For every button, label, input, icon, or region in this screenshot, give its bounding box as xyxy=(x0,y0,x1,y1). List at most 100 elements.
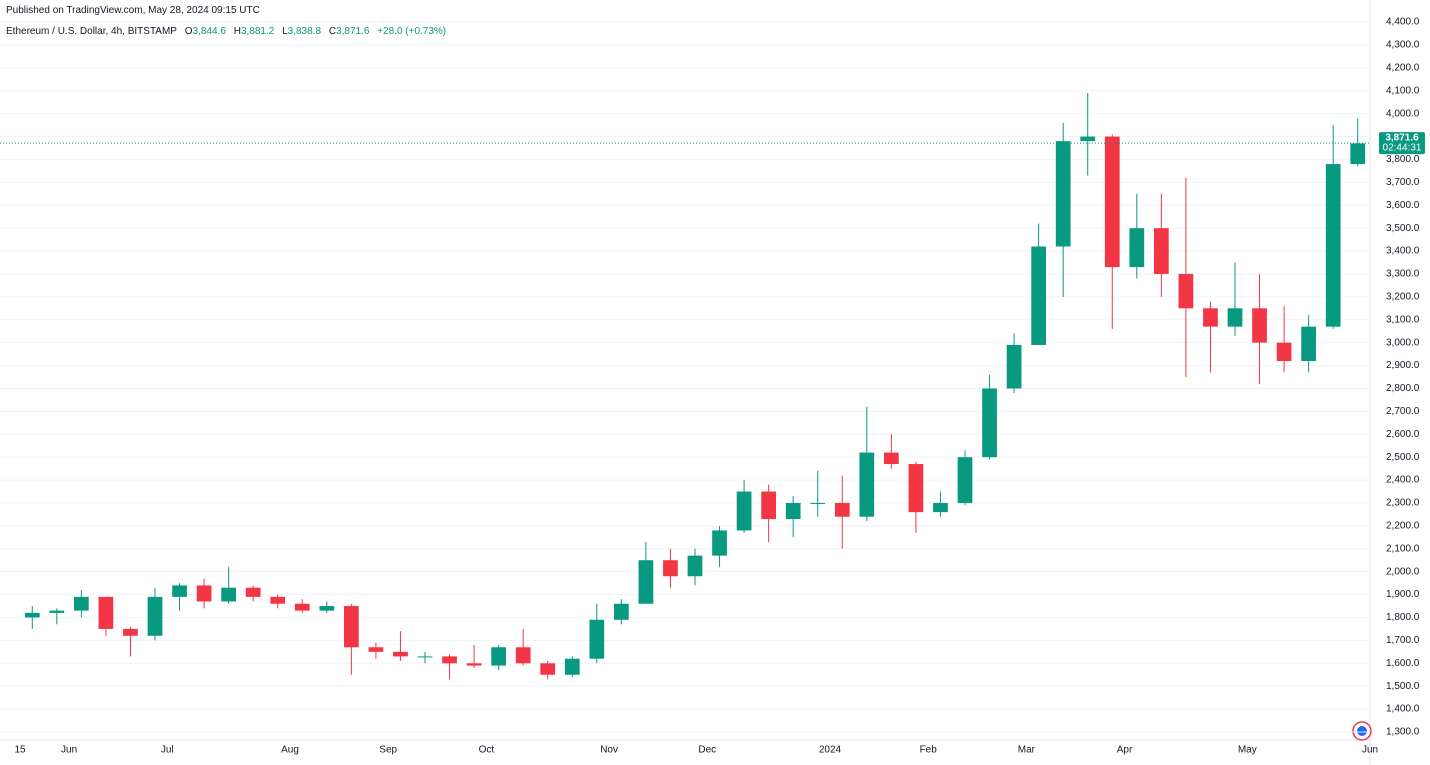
candle-body xyxy=(736,491,752,531)
x-tick-label: Apr xyxy=(1117,745,1133,756)
candle-body xyxy=(761,491,776,520)
ohlc-value: 3,881.2 xyxy=(240,26,275,37)
candle-body xyxy=(221,587,236,602)
candle-body xyxy=(1203,308,1218,327)
candle-body xyxy=(1252,308,1267,343)
ohlc-value: 3,838.8 xyxy=(287,26,322,37)
candle-body xyxy=(1080,136,1096,142)
price-tag xyxy=(1379,132,1425,155)
y-tick-label: 3,500.0 xyxy=(1386,223,1420,234)
ohlc-label: O xyxy=(184,26,193,37)
y-tick-label: 3,200.0 xyxy=(1386,292,1420,303)
symbol-legend: Ethereum / U.S. Dollar, 4h, BITSTAMP O3,… xyxy=(6,26,446,37)
candle-body xyxy=(442,656,457,664)
y-tick-label: 3,800.0 xyxy=(1386,154,1420,165)
candle-body xyxy=(24,612,40,618)
candle-body xyxy=(540,663,556,675)
y-tick-label: 4,400.0 xyxy=(1386,17,1420,28)
candle-body xyxy=(933,502,948,513)
candle-body xyxy=(393,651,408,657)
y-tick-label: 1,700.0 xyxy=(1386,635,1420,646)
ohlc-label: L xyxy=(282,26,288,37)
y-tick-label: 2,300.0 xyxy=(1386,498,1420,509)
candle-body xyxy=(834,502,850,517)
y-tick-label: 1,300.0 xyxy=(1386,727,1420,738)
x-tick-label: 15 xyxy=(14,745,26,756)
x-tick-label: Dec xyxy=(698,745,716,756)
candle-body xyxy=(344,606,359,648)
candle-body xyxy=(982,388,997,458)
candle-body xyxy=(294,603,310,611)
ohlc-label: H xyxy=(233,26,241,37)
candle-body xyxy=(1031,246,1046,345)
x-tick-label: Jun xyxy=(1362,745,1378,756)
candle-body xyxy=(908,464,924,513)
candle-body xyxy=(172,585,187,597)
candle-body xyxy=(564,658,580,675)
y-tick-label: 3,400.0 xyxy=(1386,246,1420,257)
candle-body xyxy=(884,452,899,465)
candle-body xyxy=(1055,141,1071,247)
x-tick-label: Mar xyxy=(1018,745,1036,756)
y-tick-label: 4,300.0 xyxy=(1386,40,1420,51)
candle-body xyxy=(712,530,727,556)
candle-body xyxy=(1104,136,1120,268)
y-tick-label: 3,000.0 xyxy=(1386,337,1420,348)
ohlc-value: 3,844.6 xyxy=(192,26,226,37)
ohlc-label: C xyxy=(328,26,337,37)
y-tick-label: 1,600.0 xyxy=(1386,658,1420,669)
candle-body xyxy=(1178,273,1194,309)
y-tick-label: 2,700.0 xyxy=(1386,406,1420,417)
candle-body xyxy=(466,663,482,666)
x-tick-label: Aug xyxy=(281,745,299,756)
y-tick-label: 2,900.0 xyxy=(1386,360,1420,371)
x-tick-label: Sep xyxy=(379,745,397,756)
candle-body xyxy=(1006,344,1022,389)
candle-body xyxy=(49,610,65,613)
symbol: Ethereum / U.S. Dollar, 4h, BITSTAMP xyxy=(6,26,177,37)
candle-body xyxy=(1154,228,1169,274)
y-tick-label: 2,500.0 xyxy=(1386,452,1420,463)
change: +28.0 (+0.73%) xyxy=(377,26,447,37)
candle-body xyxy=(245,587,261,597)
y-tick-label: 1,900.0 xyxy=(1386,589,1420,600)
candle-body xyxy=(491,647,506,666)
y-tick-label: 2,100.0 xyxy=(1386,543,1420,554)
y-tick-label: 2,600.0 xyxy=(1386,429,1420,440)
ohlc-value: 3,871.6 xyxy=(336,26,370,37)
x-tick-label: Feb xyxy=(920,745,938,756)
candle-body xyxy=(368,647,384,652)
y-tick-label: 2,400.0 xyxy=(1386,475,1420,486)
candle-body xyxy=(785,502,801,520)
candle-body xyxy=(1350,143,1366,165)
candle-body xyxy=(687,555,703,577)
y-tick-label: 2,000.0 xyxy=(1386,566,1420,577)
publish-note: Published on TradingView.com, May 28, 20… xyxy=(6,5,260,16)
y-tick-label: 1,400.0 xyxy=(1386,704,1420,715)
y-tick-label: 4,100.0 xyxy=(1386,85,1420,96)
logo xyxy=(1352,721,1372,741)
candle-body xyxy=(859,452,875,517)
x-tick-label: Nov xyxy=(600,745,618,756)
candle-body xyxy=(1276,342,1292,361)
candle-body xyxy=(1301,326,1316,361)
candle-body xyxy=(1227,308,1243,327)
x-tick-label: 2024 xyxy=(819,745,842,756)
y-tick-label: 3,700.0 xyxy=(1386,177,1420,188)
candle-body xyxy=(270,596,286,604)
x-tick-label: Jul xyxy=(161,745,174,756)
candle-body xyxy=(319,606,335,611)
y-tick-label: 2,200.0 xyxy=(1386,521,1420,532)
candle-body xyxy=(98,596,114,629)
y-tick-label: 2,800.0 xyxy=(1386,383,1420,394)
candle-body xyxy=(614,603,629,620)
candle-body xyxy=(196,585,212,602)
candle-body xyxy=(1129,228,1145,268)
x-tick-label: May xyxy=(1238,745,1257,756)
candle-body xyxy=(123,628,138,636)
candle-body xyxy=(663,560,678,577)
plot: 1,300.0 1,400.0 1,500.0 1,600.0 1,700.0 1,800… xyxy=(0,17,1425,756)
y-tick-label: 1,800.0 xyxy=(1386,612,1420,623)
